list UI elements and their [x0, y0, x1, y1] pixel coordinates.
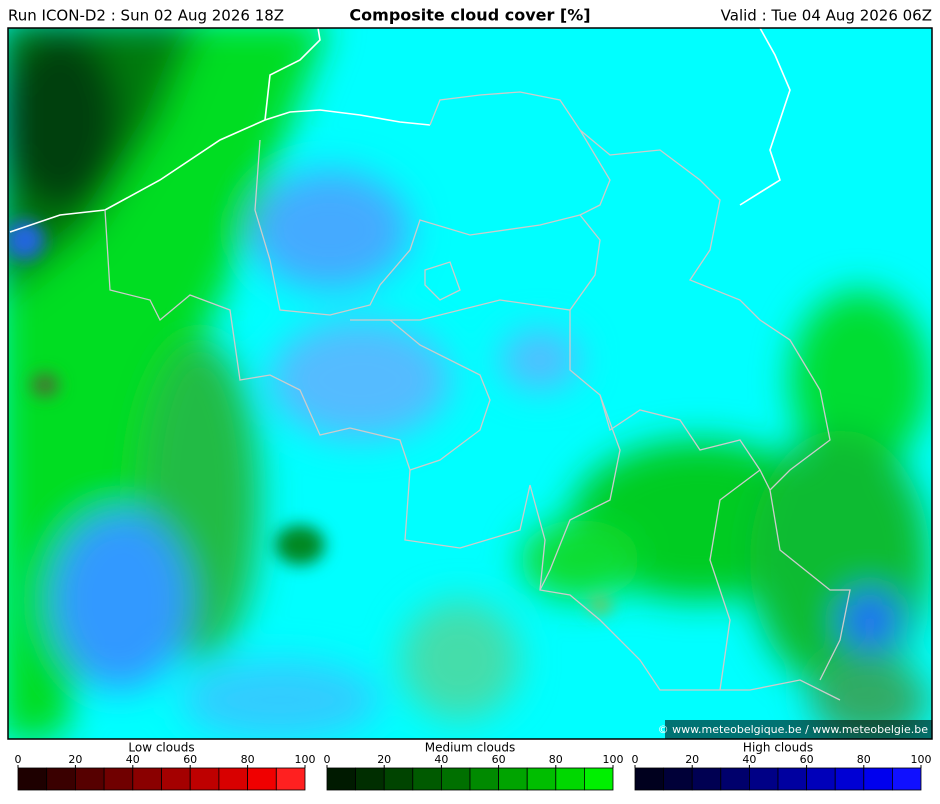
tick-label: 0: [15, 753, 22, 766]
copyright: © www.meteobelgique.be / www.meteobelgie…: [658, 723, 929, 736]
color-swatch: [691, 767, 722, 791]
color-swatch: [526, 767, 557, 791]
tick-label: 0: [324, 753, 331, 766]
tick-label: 100: [295, 753, 316, 766]
legend-title: Medium clouds: [425, 741, 516, 755]
color-swatch: [440, 767, 471, 791]
color-swatch: [326, 767, 357, 791]
color-swatch: [17, 767, 48, 791]
tick-label: 60: [183, 753, 197, 766]
map: © www.meteobelgique.be / www.meteobelgie…: [8, 28, 932, 739]
map-frame: [7, 27, 933, 740]
tick-label: 100: [911, 753, 932, 766]
color-swatch: [720, 767, 750, 791]
color-swatch: [863, 767, 893, 791]
tick-label: 40: [742, 753, 756, 766]
tick-label: 20: [68, 753, 82, 766]
tick-label: 80: [857, 753, 871, 766]
color-swatch: [806, 767, 836, 791]
tick-label: 40: [434, 753, 448, 766]
color-swatch: [247, 767, 277, 791]
tick-label: 60: [800, 753, 814, 766]
color-swatch: [892, 767, 922, 791]
color-swatch: [498, 767, 528, 791]
legend-title: Low clouds: [128, 741, 194, 755]
color-swatch: [834, 767, 865, 791]
tick-label: 80: [549, 753, 563, 766]
tick-label: 60: [492, 753, 506, 766]
color-swatch: [777, 767, 808, 791]
color-swatch: [75, 767, 105, 791]
color-swatch: [218, 767, 248, 791]
tick-label: 80: [241, 753, 255, 766]
color-swatch: [584, 767, 614, 791]
tick-label: 100: [603, 753, 624, 766]
color-swatch: [161, 767, 191, 791]
color-swatch: [412, 767, 442, 791]
tick-label: 0: [632, 753, 639, 766]
color-swatch: [355, 767, 385, 791]
color-swatch: [189, 767, 220, 791]
color-swatch: [663, 767, 693, 791]
color-swatch: [634, 767, 665, 791]
map-title: Composite cloud cover [%]: [349, 6, 590, 25]
color-swatch: [749, 767, 779, 791]
color-swatch: [46, 767, 76, 791]
color-swatch: [132, 767, 162, 791]
valid-label: Valid : Tue 04 Aug 2026 06Z: [721, 7, 932, 25]
tick-label: 20: [377, 753, 391, 766]
color-swatch: [469, 767, 500, 791]
legends: Low clouds 0 20 40 60 80 100 Medium clouds 0 20 40…: [15, 741, 932, 791]
run-label: Run ICON-D2 : Sun 02 Aug 2026 18Z: [8, 7, 284, 25]
legend-title: High clouds: [743, 741, 813, 755]
color-swatch: [103, 767, 134, 791]
tick-label: 20: [685, 753, 699, 766]
color-swatch: [275, 767, 306, 791]
color-swatch: [383, 767, 414, 791]
tick-label: 40: [126, 753, 140, 766]
color-swatch: [555, 767, 585, 791]
